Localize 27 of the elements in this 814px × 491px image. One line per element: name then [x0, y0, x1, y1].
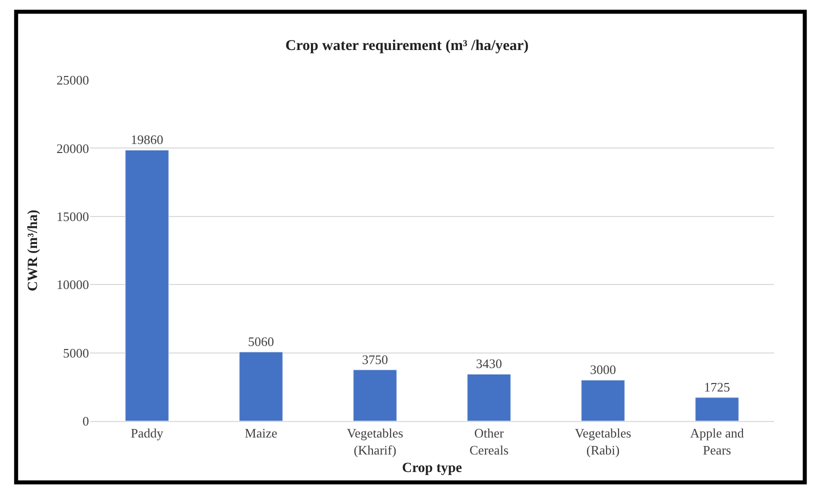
y-tick-label: 15000 — [56, 208, 89, 224]
bar — [239, 352, 283, 421]
data-label: 3000 — [590, 362, 616, 378]
bar — [581, 380, 625, 421]
x-tick-label: Apple and Pears — [690, 426, 744, 458]
y-tick-label: 10000 — [56, 277, 89, 292]
data-label: 3430 — [476, 356, 502, 372]
y-axis-title: CWR (m³/ha) — [26, 209, 42, 292]
y-tick-label: 0 — [82, 414, 89, 429]
bar — [125, 150, 169, 421]
chart-title: Crop water requirement (m³ /ha/year) — [285, 38, 529, 54]
y-tick-label: 5000 — [63, 345, 89, 360]
y-tick-label: 25000 — [56, 72, 89, 88]
bar — [467, 374, 511, 421]
bar — [353, 370, 397, 421]
x-tick-label: Maize — [244, 426, 278, 441]
data-label: 1725 — [704, 379, 730, 394]
y-tick-label: 20000 — [56, 140, 89, 156]
x-tick-label: Vegetables (Kharif) — [346, 426, 404, 458]
data-label: 3750 — [362, 352, 388, 367]
x-tick-label: Paddy — [130, 426, 164, 441]
bar — [695, 397, 739, 421]
x-axis-title: Crop type — [402, 460, 462, 476]
x-tick-label: Other Cereals — [470, 426, 508, 458]
data-label: 5060 — [248, 334, 274, 349]
x-tick-label: Vegetables (Rabi) — [574, 426, 632, 458]
data-label: 19860 — [130, 132, 164, 148]
